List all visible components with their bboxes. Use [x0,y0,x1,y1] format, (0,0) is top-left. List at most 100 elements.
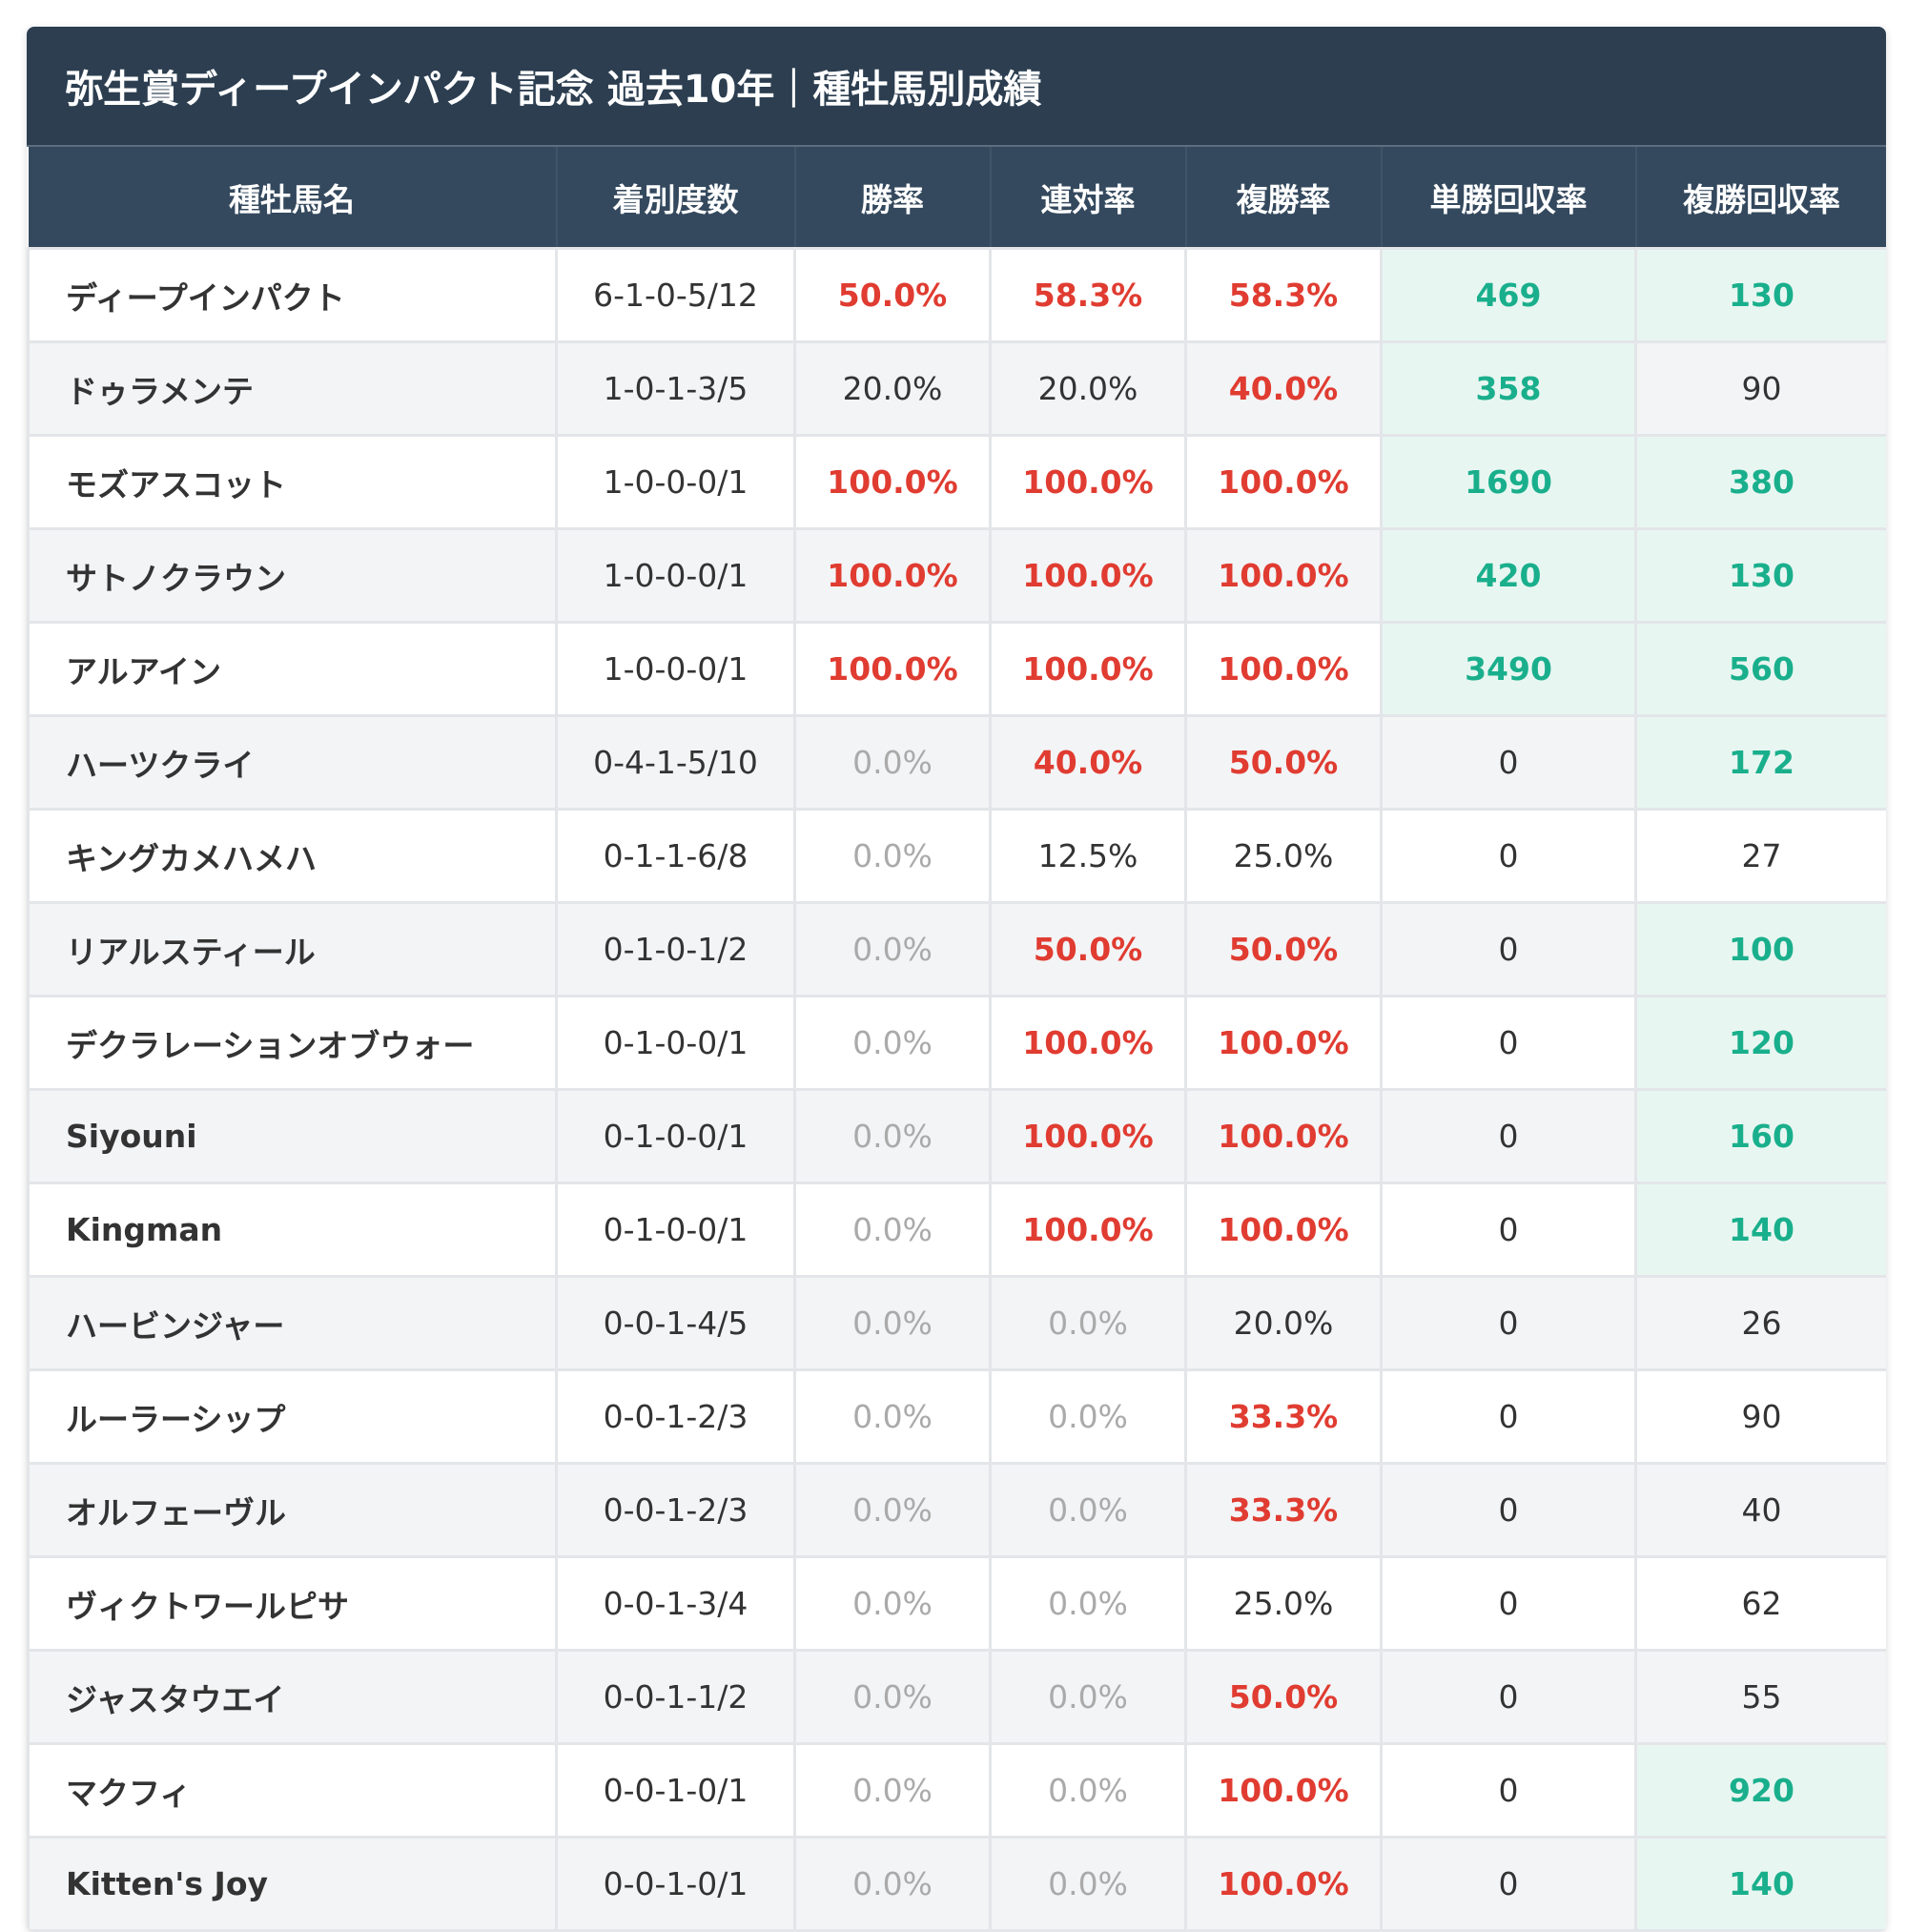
table-cell: 90 [1634,1368,1886,1465]
table-cell: 0 [1380,808,1637,904]
table-cell: 100.0% [793,621,992,717]
table-row: マクフィ 0-0-1-0/1 0.0% 0.0% 100.0% 0 920 [27,1742,1886,1839]
table-cell: 0.0% [793,1836,992,1932]
sire-name: サトノクラウン [27,527,558,624]
table-row: ヴィクトワールピサ 0-0-1-3/4 0.0% 0.0% 25.0% 0 62 [27,1555,1886,1652]
table-cell: 0-0-1-2/3 [555,1368,796,1465]
table-cell: 130 [1634,527,1886,624]
sire-name: オルフェーヴル [27,1462,558,1558]
table-cell: 380 [1634,434,1886,530]
table-cell: 0 [1380,1836,1637,1932]
table-cell: 140 [1634,1836,1886,1932]
table-cell: 25.0% [1184,808,1383,904]
table-cell: 40.0% [989,714,1187,811]
table-cell: 20.0% [793,340,992,437]
table-card: 弥生賞ディープインパクト記念 過去10年｜種牡馬別成績 種牡馬名 着別度数 勝率 連対… [27,27,1886,1932]
table-cell: 0-1-1-6/8 [555,808,796,904]
column-header: 連対率 [990,147,1187,249]
table-cell: 40.0% [1184,340,1383,437]
sire-name: ハーツクライ [27,714,558,811]
sire-name: ドゥラメンテ [27,340,558,437]
table-cell: 0 [1380,901,1637,997]
sire-name: モズアスコット [27,434,558,530]
table-cell: 0.0% [793,1462,992,1558]
table-cell: 0-4-1-5/10 [555,714,796,811]
table-row: Kingman 0-1-0-0/1 0.0% 100.0% 100.0% 0 140 [27,1182,1886,1278]
table-cell: 0 [1380,1182,1637,1278]
table-cell: 0-1-0-0/1 [555,995,796,1091]
table-cell: 1-0-0-0/1 [555,621,796,717]
table-cell: 100.0% [989,621,1187,717]
table-cell: 0.0% [793,1555,992,1652]
table-cell: 0.0% [793,1182,992,1278]
table-cell: 6-1-0-5/12 [555,247,796,343]
sire-name: Siyouni [27,1088,558,1184]
table-cell: 0.0% [989,1555,1187,1652]
table-cell: 130 [1634,247,1886,343]
table-row: キングカメハメハ 0-1-1-6/8 0.0% 12.5% 25.0% 0 27 [27,808,1886,904]
table-cell: 100.0% [1184,995,1383,1091]
table-cell: 100.0% [1184,1182,1383,1278]
sire-name: ヴィクトワールピサ [27,1555,558,1652]
table-cell: 1690 [1380,434,1637,530]
table-cell: 0 [1380,1088,1637,1184]
table-cell: 420 [1380,527,1637,624]
sire-name: ディープインパクト [27,247,558,343]
table: 種牡馬名 着別度数 勝率 連対率 複勝率 単勝回収率 複勝回収率 ディープインパクト 6-1-… [27,147,1886,1932]
table-cell: 100.0% [793,434,992,530]
table-cell: 0.0% [989,1275,1187,1371]
table-cell: 100.0% [1184,527,1383,624]
table-cell: 0.0% [989,1836,1187,1932]
sire-name: ハービンジャー [27,1275,558,1371]
table-cell: 0.0% [793,714,992,811]
table-cell: 0 [1380,1649,1637,1745]
table-cell: 0-0-1-1/2 [555,1649,796,1745]
table-cell: 120 [1634,995,1886,1091]
table-cell: 0.0% [989,1649,1187,1745]
table-row: デクラレーションオブウォー 0-1-0-0/1 0.0% 100.0% 100.0% 0 1… [27,995,1886,1091]
table-cell: 172 [1634,714,1886,811]
table-cell: 0-1-0-0/1 [555,1088,796,1184]
table-cell: 560 [1634,621,1886,717]
table-cell: 0-0-1-4/5 [555,1275,796,1371]
table-cell: 0-0-1-0/1 [555,1742,796,1839]
table-cell: 0-0-1-2/3 [555,1462,796,1558]
table-cell: 3490 [1380,621,1637,717]
table-cell: 1-0-1-3/5 [555,340,796,437]
table-cell: 0.0% [989,1742,1187,1839]
column-header: 種牡馬名 [28,147,558,249]
table-cell: 33.3% [1184,1368,1383,1465]
table-cell: 140 [1634,1182,1886,1278]
column-header: 着別度数 [556,147,796,249]
table-cell: 0 [1380,1275,1637,1371]
table-cell: 50.0% [1184,901,1383,997]
table-cell: 0.0% [793,808,992,904]
sire-name: アルアイン [27,621,558,717]
table-cell: 920 [1634,1742,1886,1839]
table-row: ハーツクライ 0-4-1-5/10 0.0% 40.0% 50.0% 0 172 [27,714,1886,811]
table-cell: 20.0% [1184,1275,1383,1371]
table-cell: 100.0% [989,527,1187,624]
table-row: ルーラーシップ 0-0-1-2/3 0.0% 0.0% 33.3% 0 90 [27,1368,1886,1465]
table-cell: 0.0% [989,1462,1187,1558]
table-cell: 25.0% [1184,1555,1383,1652]
table-cell: 0 [1380,995,1637,1091]
table-cell: 100.0% [793,527,992,624]
table-cell: 1-0-0-0/1 [555,527,796,624]
table-cell: 1-0-0-0/1 [555,434,796,530]
table-cell: 0.0% [793,1649,992,1745]
table-cell: 100.0% [989,1088,1187,1184]
table-row: Kitten's Joy 0-0-1-0/1 0.0% 0.0% 100.0% 0 140 [27,1836,1886,1932]
sire-name: Kitten's Joy [27,1836,558,1932]
table-cell: 100.0% [989,995,1187,1091]
table-cell: 26 [1634,1275,1886,1371]
table-cell: 0-1-0-0/1 [555,1182,796,1278]
table-cell: 100.0% [1184,1742,1383,1839]
table-cell: 55 [1634,1649,1886,1745]
table-cell: 0.0% [793,901,992,997]
table-row: ドゥラメンテ 1-0-1-3/5 20.0% 20.0% 40.0% 358 90 [27,340,1886,437]
table-cell: 27 [1634,808,1886,904]
table-row: リアルスティール 0-1-0-1/2 0.0% 50.0% 50.0% 0 100 [27,901,1886,997]
table-cell: 160 [1634,1088,1886,1184]
sire-name: デクラレーションオブウォー [27,995,558,1091]
